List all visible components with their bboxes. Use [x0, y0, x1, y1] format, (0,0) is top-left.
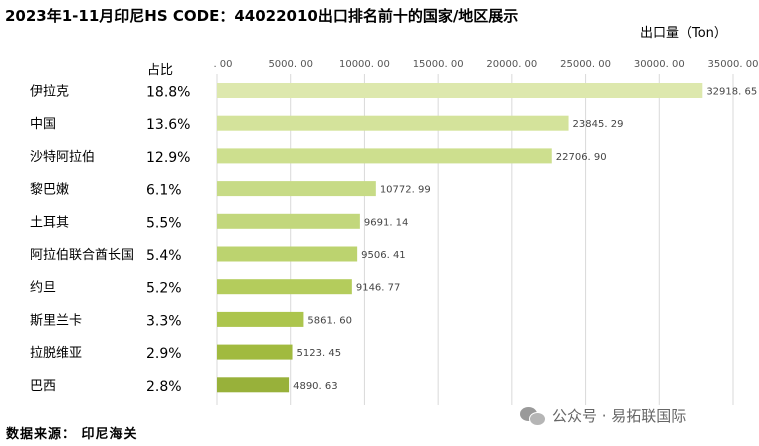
share-value: 3.3%: [146, 313, 182, 329]
bar: [217, 83, 703, 98]
bar: [217, 115, 569, 131]
share-column-header: 占比: [147, 63, 174, 78]
bar: [217, 181, 376, 197]
x-tick-label: . 00: [213, 59, 232, 70]
watermark: 公众号 · 易拓联国际: [520, 405, 686, 426]
share-value: 18.8%: [146, 85, 190, 101]
category-label: 伊拉克: [30, 85, 69, 100]
bar-value-label: 9691. 14: [364, 217, 409, 228]
chart-title: 2023年1-11月印尼HS CODE：44022010出口排名前十的国家/地区…: [5, 7, 519, 25]
category-label: 黎巴嫩: [30, 183, 69, 198]
bar: [217, 311, 304, 327]
x-tick-label: 10000. 00: [339, 59, 390, 70]
share-value: 6.1%: [146, 183, 182, 199]
share-value: 5.5%: [146, 215, 182, 231]
data-source-note: 数据来源： 印尼海关: [6, 427, 138, 442]
bar-value-label: 9506. 41: [361, 250, 406, 261]
x-tick-label: 35000. 00: [708, 59, 759, 70]
share-value: 12.9%: [146, 150, 190, 166]
share-value: 13.6%: [146, 117, 190, 133]
bar-value-label: 23845. 29: [573, 119, 624, 130]
bar: [217, 148, 552, 164]
share-value: 5.2%: [146, 281, 182, 297]
share-value: 5.4%: [146, 248, 182, 264]
bar-value-label: 5861. 60: [307, 315, 352, 326]
bar-value-label: 4890. 63: [293, 381, 338, 392]
category-label: 约旦: [30, 281, 56, 296]
bar: [217, 246, 358, 262]
bar-value-label: 10772. 99: [380, 185, 431, 196]
category-label: 沙特阿拉伯: [30, 150, 95, 165]
share-value: 2.9%: [146, 346, 182, 362]
bar-value-label: 22706. 90: [556, 152, 607, 163]
bar: [217, 213, 360, 229]
x-tick-label: 30000. 00: [634, 59, 685, 70]
x-tick-label: 15000. 00: [413, 59, 464, 70]
bar-value-label: 5123. 45: [297, 348, 342, 359]
category-label: 巴西: [30, 379, 56, 394]
bar-value-label: 9146. 77: [356, 283, 401, 294]
bar: [217, 279, 352, 295]
category-label: 拉脱维亚: [30, 346, 82, 361]
x-tick-label: 25000. 00: [560, 59, 611, 70]
wechat-icon: [520, 406, 546, 426]
bar: [217, 377, 290, 393]
category-label: 斯里兰卡: [30, 313, 82, 328]
unit-label: 出口量（Ton）: [640, 26, 727, 41]
category-label: 中国: [30, 117, 56, 132]
x-tick-label: 5000. 00: [268, 59, 313, 70]
bar: [217, 344, 293, 360]
category-label: 阿拉伯联合酋长国: [30, 247, 134, 263]
x-tick-label: 20000. 00: [486, 59, 537, 70]
share-value: 2.8%: [146, 379, 182, 395]
category-label: 土耳其: [30, 215, 69, 230]
watermark-text: 公众号 · 易拓联国际: [552, 407, 687, 425]
bar-value-label: 32918. 65: [706, 87, 757, 98]
